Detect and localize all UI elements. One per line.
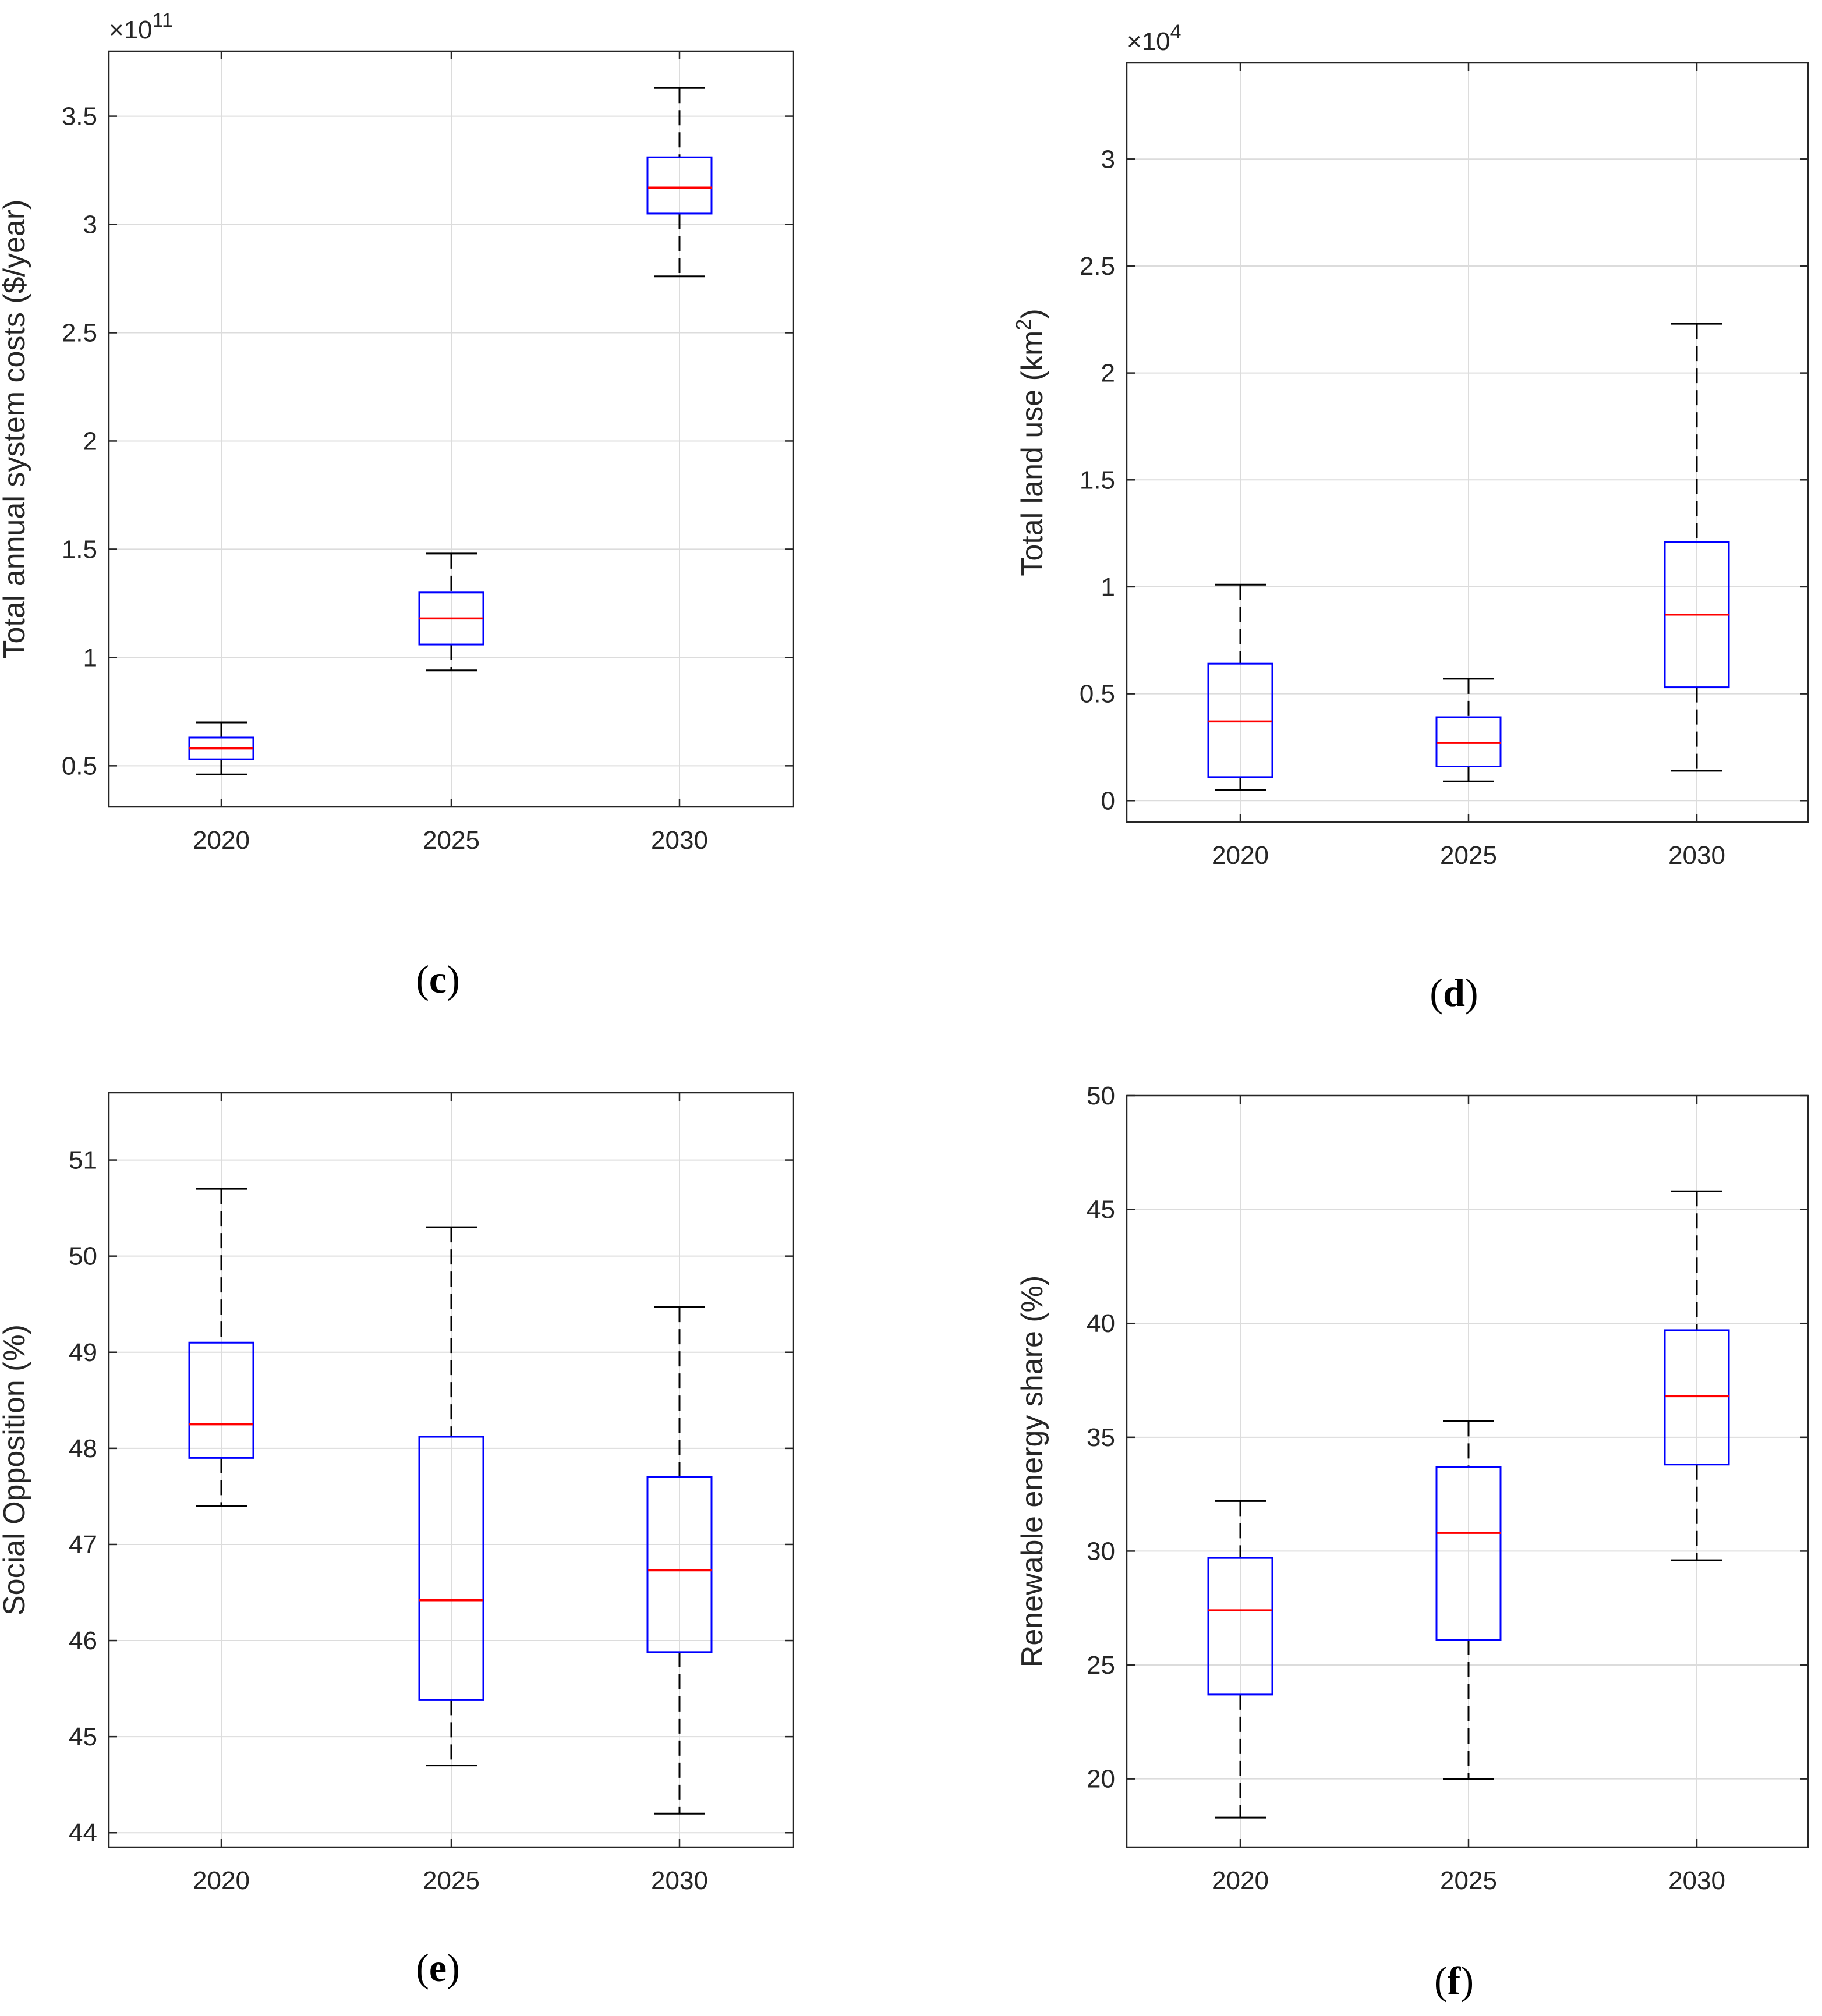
panel-caption: (d) — [1430, 970, 1478, 1015]
y-tick-label: 2 — [1101, 359, 1115, 388]
panel-c: 0.5 1 1.5 2 2.5 3 3.5 2020 2025 2030 ×1011 Total an… — [0, 9, 794, 1001]
caption-close-paren: ) — [1465, 970, 1478, 1015]
y-tick-label: 46 — [69, 1627, 97, 1655]
iqr-box — [646, 156, 713, 215]
iqr-box — [1207, 1557, 1273, 1696]
iqr-box — [646, 1476, 713, 1653]
x-tick-label: 2025 — [1440, 1866, 1497, 1895]
plot-area — [1126, 1094, 1809, 1848]
y-tick-label: 25 — [1087, 1651, 1115, 1680]
caption-open-paren: ( — [1434, 1958, 1448, 2003]
y-axis-label: Social Opposition (%) — [0, 1324, 31, 1615]
caption-open-paren: ( — [416, 957, 429, 1001]
axis-multiplier-exponent: 4 — [1170, 21, 1181, 43]
x-tick-label: 2020 — [193, 826, 250, 855]
x-tick-label: 2025 — [423, 826, 480, 855]
caption-open-paren: ( — [1430, 970, 1443, 1015]
y-tick-label: 3 — [1101, 145, 1115, 173]
box-2030 — [646, 87, 713, 278]
axis-multiplier-base: ×10 — [1127, 27, 1170, 56]
box-2020 — [1207, 583, 1273, 791]
y-axis-label-main: Total land use (km — [1016, 331, 1049, 576]
x-tick-label: 2020 — [193, 1866, 250, 1895]
axis-multiplier-exponent: 11 — [153, 9, 173, 31]
box-2030 — [646, 1306, 713, 1815]
iqr-box — [188, 1341, 254, 1459]
y-tick-label: 2.5 — [62, 318, 97, 347]
panel-d: 0 0.5 1 1.5 2 2.5 3 2020 2025 2030 ×104 Total land … — [1011, 21, 1809, 1015]
x-tick-label: 2025 — [423, 1866, 480, 1895]
y-tick-label: 49 — [69, 1338, 97, 1367]
y-tick-label: 48 — [69, 1434, 97, 1463]
iqr-box — [1664, 1329, 1730, 1466]
box-2020 — [188, 1188, 254, 1507]
y-tick-label: 50 — [69, 1242, 97, 1271]
y-tick-label: 1 — [1101, 573, 1115, 601]
caption-letter: e — [429, 1946, 447, 1990]
caption-close-paren: ) — [447, 957, 460, 1001]
y-tick-label: 45 — [1087, 1196, 1115, 1224]
x-tick-label: 2020 — [1212, 841, 1269, 870]
caption-letter: d — [1443, 970, 1465, 1015]
y-tick-label: 3.5 — [62, 102, 97, 131]
y-tick-label: 51 — [69, 1146, 97, 1175]
axis-multiplier: ×1011 — [109, 9, 173, 44]
caption-letter: f — [1448, 1958, 1462, 2003]
y-axis-label: Total annual system costs ($/year) — [0, 200, 31, 659]
iqr-box — [1435, 1466, 1502, 1641]
y-tick-label: 50 — [1087, 1082, 1115, 1110]
panel-e: 44 45 46 47 48 49 50 51 2020 2025 2030 Social Oppos… — [0, 1092, 794, 1990]
y-axis-label-end: ) — [1016, 309, 1049, 318]
y-axis-label: Total land use (km2) — [1011, 309, 1049, 576]
y-tick-label: 1 — [83, 643, 97, 672]
x-tick-label: 2030 — [651, 1866, 708, 1895]
panel-caption: (e) — [416, 1946, 460, 1990]
y-tick-label: 30 — [1087, 1537, 1115, 1565]
caption-close-paren: ) — [1460, 1958, 1474, 2003]
y-tick-label: 44 — [69, 1819, 97, 1847]
axis-multiplier-base: ×10 — [109, 16, 153, 44]
y-tick-label: 0 — [1101, 786, 1115, 815]
box-2025 — [418, 1226, 484, 1767]
box-2025 — [1435, 1420, 1502, 1780]
y-tick-label: 40 — [1087, 1309, 1115, 1338]
iqr-box — [1435, 716, 1502, 767]
y-tick-label: 2.5 — [1080, 252, 1115, 281]
axis-multiplier: ×104 — [1127, 21, 1181, 56]
iqr-box — [1207, 662, 1273, 778]
y-tick-label: 0.5 — [62, 752, 97, 780]
caption-close-paren: ) — [447, 1946, 460, 1990]
x-tick-label: 2030 — [1668, 1866, 1725, 1895]
y-axis-label: Renewable energy share (%) — [1016, 1275, 1049, 1667]
box-2030 — [1664, 1190, 1730, 1561]
box-2025 — [1435, 678, 1502, 782]
box-2025 — [418, 552, 484, 672]
y-tick-label: 35 — [1087, 1423, 1115, 1452]
panel-caption: (f) — [1434, 1958, 1474, 2003]
plot-area — [1126, 62, 1809, 823]
x-tick-label: 2030 — [651, 826, 708, 855]
box-2020 — [188, 721, 254, 775]
x-tick-label: 2025 — [1440, 841, 1497, 870]
y-tick-label: 0.5 — [1080, 680, 1115, 708]
y-tick-label: 3 — [83, 211, 97, 239]
x-tick-label: 2020 — [1212, 1866, 1269, 1895]
y-tick-label: 45 — [69, 1723, 97, 1751]
y-tick-label: 1.5 — [62, 535, 97, 564]
y-tick-label: 47 — [69, 1530, 97, 1559]
caption-open-paren: ( — [416, 1946, 429, 1990]
y-tick-label: 1.5 — [1080, 466, 1115, 494]
y-tick-label: 20 — [1087, 1765, 1115, 1794]
panel-caption: (c) — [416, 957, 460, 1001]
y-tick-label: 2 — [83, 427, 97, 455]
box-2030 — [1664, 323, 1730, 772]
caption-letter: c — [429, 957, 447, 1001]
y-axis-label-superscript: 2 — [1011, 319, 1035, 331]
x-tick-label: 2030 — [1668, 841, 1725, 870]
box-2020 — [1207, 1500, 1273, 1819]
iqr-box — [418, 1436, 484, 1701]
